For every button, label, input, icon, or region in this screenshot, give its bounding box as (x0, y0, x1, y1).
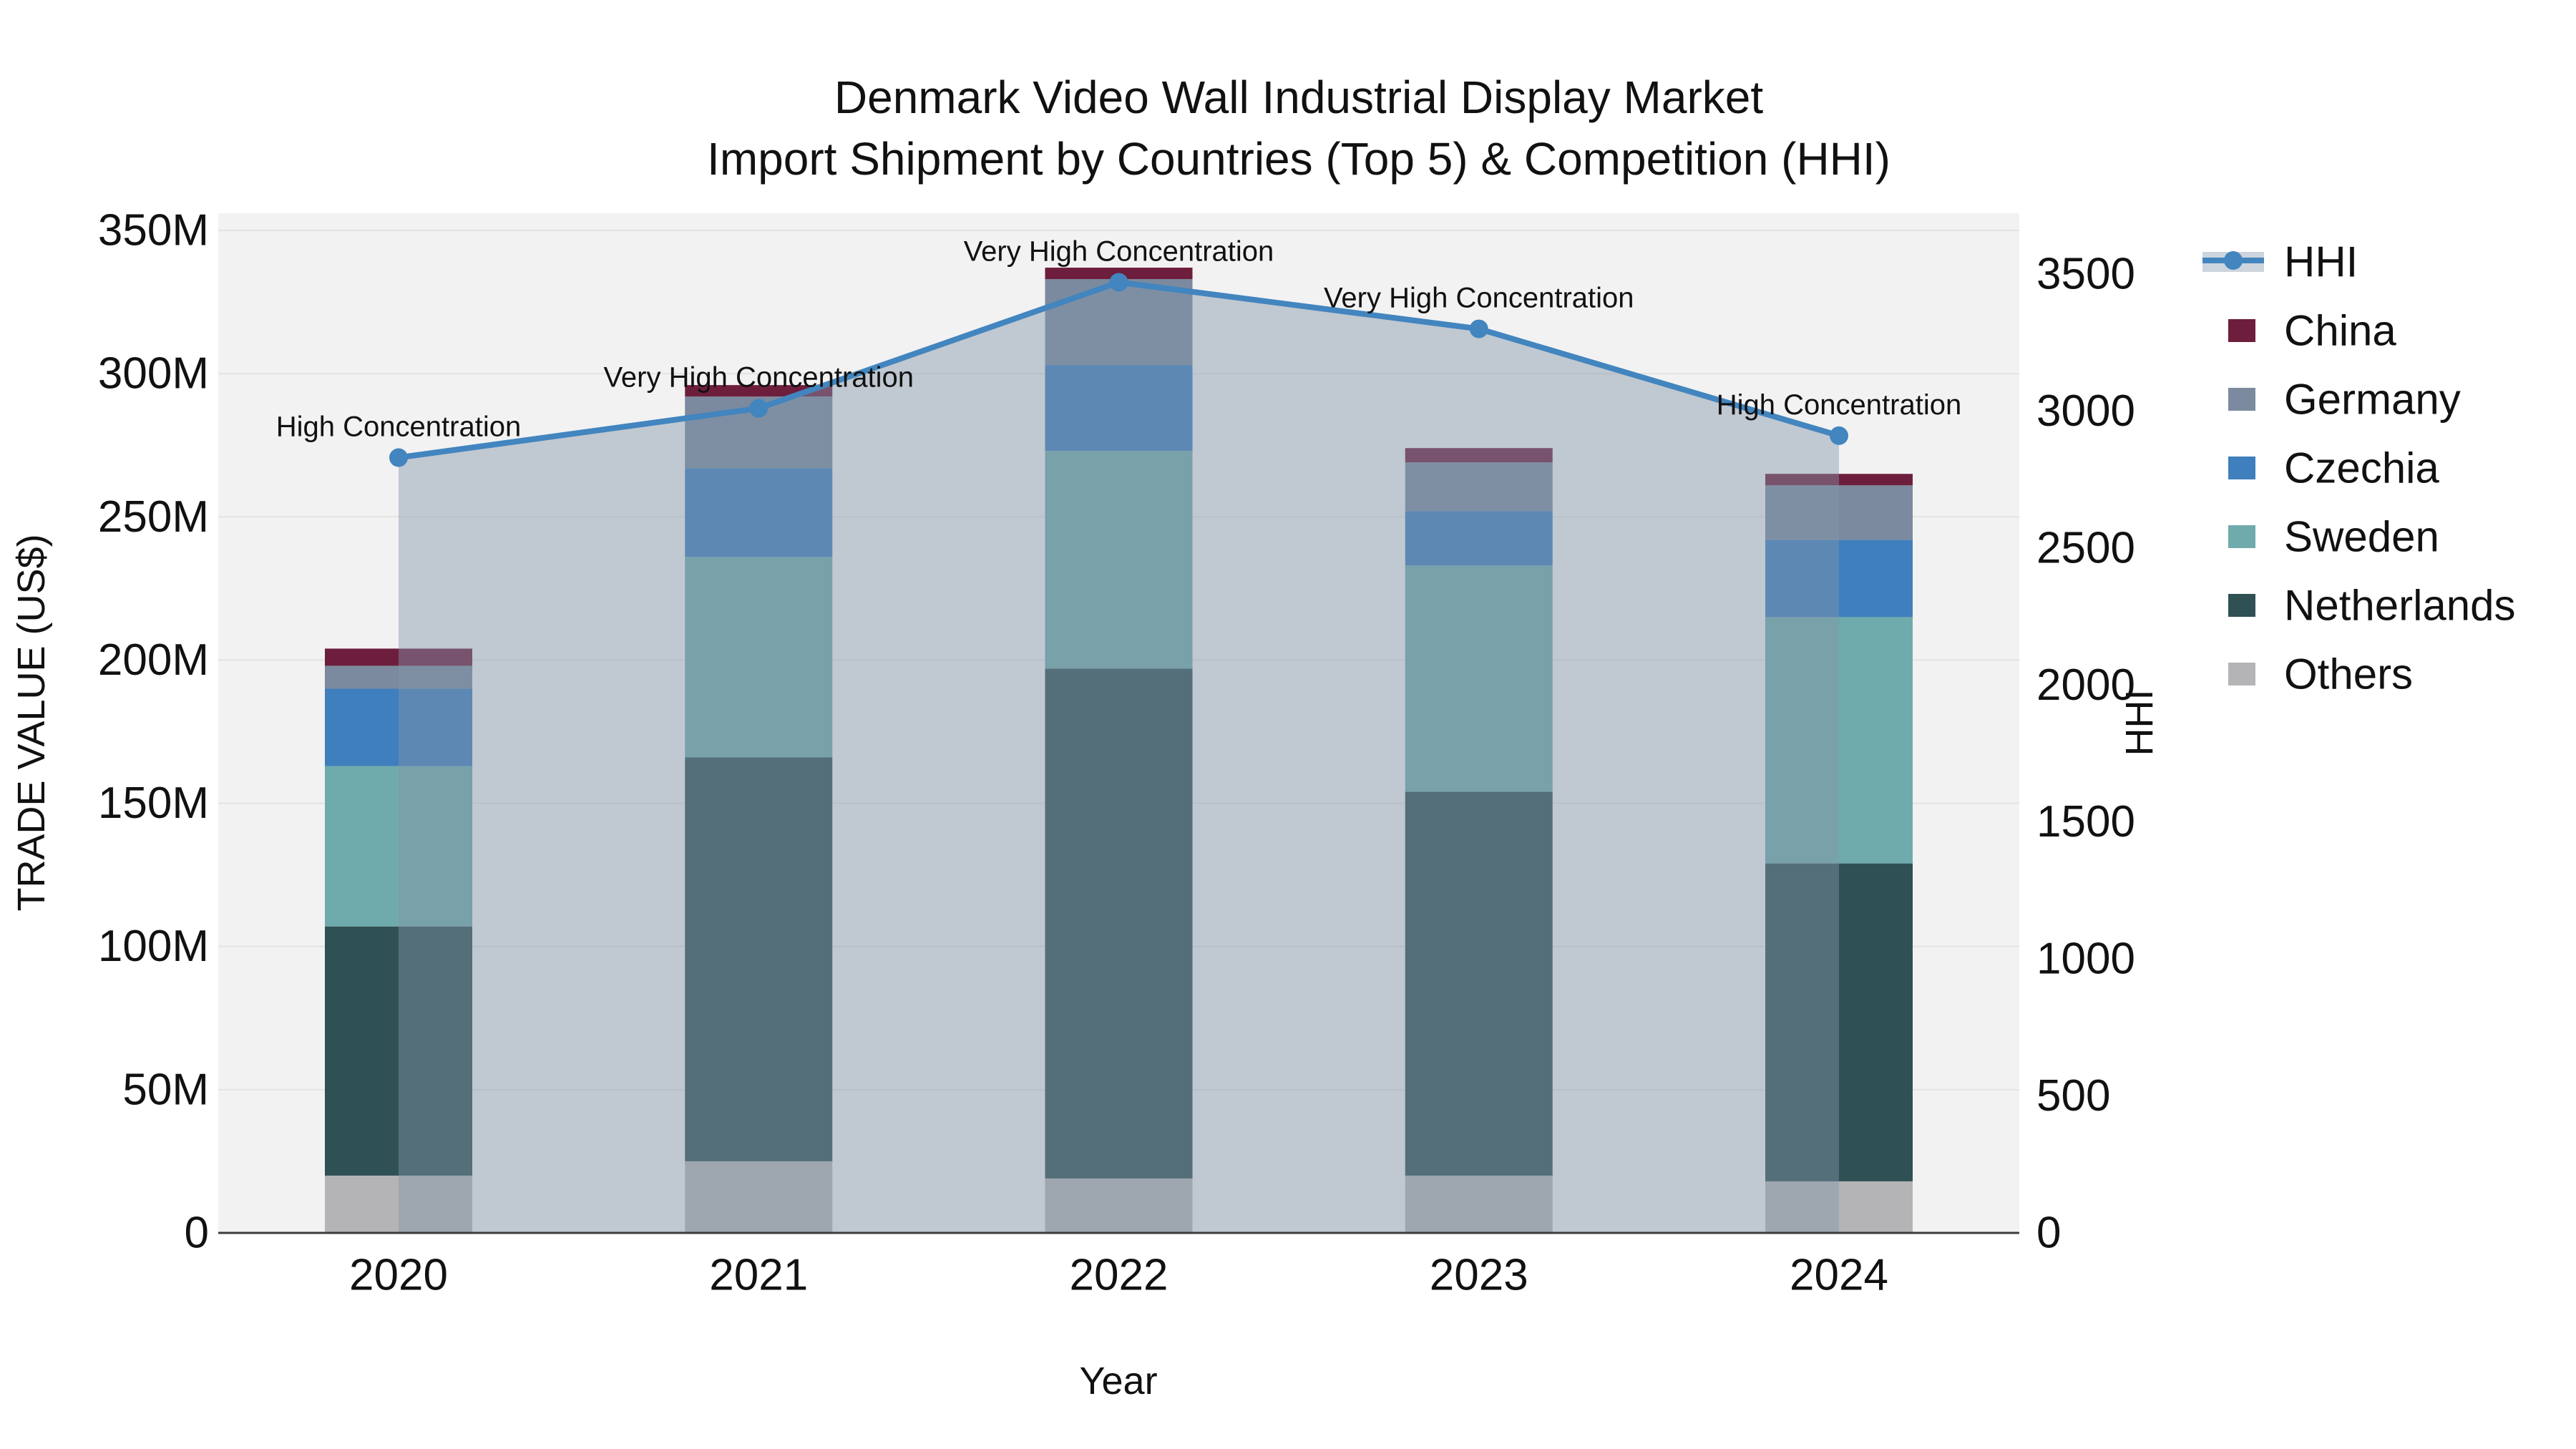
annotation-2022: Very High Concentration (964, 235, 1274, 267)
legend-label-hhi: HHI (2284, 238, 2358, 286)
bar-segment-others-2023 (1405, 1175, 1553, 1233)
bar-segment-sweden-2024 (1765, 617, 1913, 864)
left-axis-ticks: 0 50M 100M 150M 200M 250M 300M 350M (98, 206, 209, 1258)
left-tick-250M: 250M (98, 492, 209, 542)
right-tick-500: 500 (2036, 1071, 2110, 1121)
bar-segment-sweden-2021 (685, 557, 833, 758)
legend-item-others[interactable]: Others (2228, 650, 2413, 698)
left-tick-200M: 200M (98, 635, 209, 685)
legend-swatch-others (2228, 663, 2255, 686)
legend-label-china: China (2284, 307, 2396, 355)
left-tick-0: 0 (185, 1209, 209, 1258)
bar-segment-czechia-2022 (1045, 365, 1193, 452)
chart-title-line2: Import Shipment by Countries (Top 5) & C… (707, 133, 1890, 185)
left-tick-100M: 100M (98, 922, 209, 971)
annotation-2020: High Concentration (276, 411, 521, 443)
legend-item-china[interactable]: China (2228, 307, 2396, 355)
x-axis-ticks: 2020 2021 2022 2023 2024 (349, 1251, 1888, 1300)
y-axis-title-right: HHI (2118, 690, 2161, 756)
concentration-annotations: High Concentration Very High Concentratio… (276, 235, 1961, 442)
legend-label-sweden: Sweden (2284, 513, 2439, 561)
annotation-2023: Very High Concentration (1324, 283, 1634, 314)
hhi-marker-2020 (389, 448, 408, 467)
legend-swatch-netherlands (2228, 594, 2255, 617)
bar-segment-netherlands-2020 (325, 926, 472, 1176)
right-tick-2000: 2000 (2036, 660, 2135, 710)
x-tick-2024: 2024 (1790, 1251, 1888, 1300)
legend-label-czechia: Czechia (2284, 444, 2439, 492)
bar-segment-germany-2020 (325, 665, 472, 689)
right-tick-3500: 3500 (2036, 250, 2135, 299)
left-tick-150M: 150M (98, 779, 209, 828)
legend-item-germany[interactable]: Germany (2228, 376, 2461, 424)
bar-segment-germany-2024 (1765, 485, 1913, 540)
bar-segment-netherlands-2024 (1765, 863, 1913, 1181)
bar-segment-sweden-2022 (1045, 451, 1193, 669)
y-axis-title-left: TRADE VALUE (US$) (10, 534, 53, 911)
right-tick-3000: 3000 (2036, 386, 2135, 436)
bar-segment-czechia-2023 (1405, 511, 1553, 566)
right-axis-ticks: 0 500 1000 1500 2000 2500 3000 3500 (2036, 250, 2135, 1258)
bar-segment-czechia-2021 (685, 468, 833, 557)
bar-segment-germany-2022 (1045, 279, 1193, 366)
legend-swatch-china (2228, 319, 2255, 342)
bar-segment-china-2024 (1765, 474, 1913, 486)
bar-segment-czechia-2020 (325, 688, 472, 766)
bar-segment-sweden-2020 (325, 766, 472, 927)
bar-segment-china-2020 (325, 648, 472, 666)
left-tick-300M: 300M (98, 349, 209, 399)
legend-item-sweden[interactable]: Sweden (2228, 513, 2439, 561)
bar-segment-germany-2023 (1405, 462, 1553, 512)
legend-swatch-germany (2228, 388, 2255, 411)
bar-segment-sweden-2023 (1405, 565, 1553, 792)
legend-label-germany: Germany (2284, 376, 2461, 424)
hhi-marker-2023 (1469, 319, 1488, 338)
annotation-2021: Very High Concentration (603, 362, 914, 394)
bar-segment-others-2024 (1765, 1181, 1913, 1233)
right-tick-1000: 1000 (2036, 935, 2135, 984)
legend-item-netherlands[interactable]: Netherlands (2228, 582, 2516, 630)
left-tick-50M: 50M (122, 1065, 209, 1114)
hhi-marker-2022 (1109, 273, 1128, 292)
stacked-bars (325, 268, 1913, 1233)
right-tick-2500: 2500 (2036, 523, 2135, 572)
hhi-area-fill (399, 282, 1839, 1233)
left-tick-350M: 350M (98, 206, 209, 255)
chart-title-line1: Denmark Video Wall Industrial Display Ma… (834, 72, 1763, 123)
x-tick-2023: 2023 (1430, 1251, 1528, 1300)
hhi-marker-2024 (1830, 426, 1848, 445)
right-tick-1500: 1500 (2036, 797, 2135, 847)
hhi-marker-2021 (749, 399, 769, 418)
legend-item-hhi[interactable]: HHI (2202, 238, 2358, 286)
bar-segment-czechia-2024 (1765, 540, 1913, 618)
x-tick-2020: 2020 (349, 1251, 448, 1300)
legend: HHI China Germany Czechia Sweden Netherlands O… (2202, 238, 2516, 698)
legend-swatch-czechia (2228, 457, 2255, 479)
right-tick-0: 0 (2036, 1209, 2061, 1258)
legend-item-czechia[interactable]: Czechia (2228, 444, 2439, 492)
x-tick-2021: 2021 (709, 1251, 808, 1300)
x-axis-title: Year (1079, 1360, 1157, 1402)
x-tick-2022: 2022 (1070, 1251, 1169, 1300)
bar-segment-netherlands-2021 (685, 757, 833, 1161)
legend-label-netherlands: Netherlands (2284, 582, 2516, 630)
bar-segment-netherlands-2023 (1405, 791, 1553, 1176)
bar-segment-china-2023 (1405, 448, 1553, 463)
legend-swatch-sweden (2228, 525, 2255, 548)
legend-label-others: Others (2284, 650, 2413, 698)
bar-segment-others-2021 (685, 1161, 833, 1233)
bar-segment-netherlands-2022 (1045, 668, 1193, 1179)
bar-segment-others-2020 (325, 1175, 472, 1233)
bar-segment-others-2022 (1045, 1178, 1193, 1233)
hhi-line-series (389, 273, 1848, 1233)
annotation-2024: High Concentration (1717, 389, 1961, 421)
hhi-legend-marker-icon (2224, 251, 2243, 270)
